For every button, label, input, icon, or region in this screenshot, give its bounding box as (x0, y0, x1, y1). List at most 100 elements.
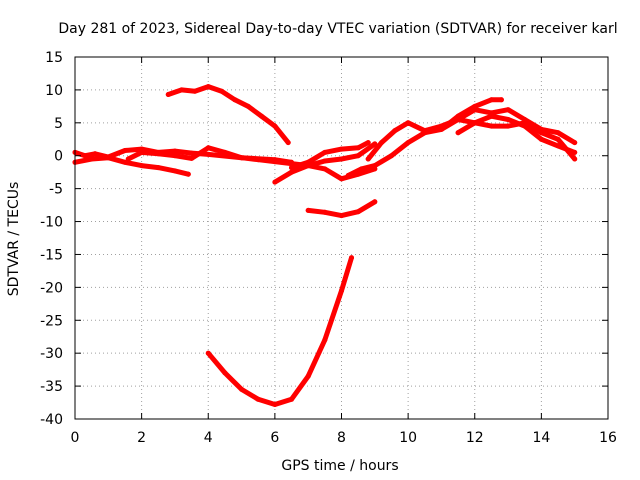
data-point (505, 123, 511, 129)
series-trace-l (455, 113, 578, 155)
data-point (239, 155, 245, 161)
data-point (538, 136, 544, 142)
axis-ticks: 0 2 4 6 8 10 12 14 16 -40 -35 -30 -25 -20 -15 -10 -5 0 5 10… (40, 50, 617, 446)
x-tick-label: 8 (337, 430, 346, 446)
x-tick-label: 14 (532, 430, 550, 446)
data-point (122, 148, 128, 153)
data-point (355, 145, 361, 151)
data-point (82, 153, 88, 159)
data-point (272, 123, 278, 129)
y-tick-label: 0 (54, 149, 63, 165)
data-point (355, 209, 361, 215)
data-point (392, 128, 398, 134)
data-point (322, 337, 328, 343)
data-point (185, 171, 191, 177)
data-point (472, 120, 478, 126)
data-point (305, 207, 311, 213)
data-point (339, 146, 344, 152)
data-point (272, 179, 278, 185)
chart-title: Day 281 of 2023, Sidereal Day-to-day VTE… (58, 21, 617, 37)
y-tick-label: 5 (54, 116, 63, 132)
data-point (205, 350, 211, 356)
x-tick-label: 16 (599, 430, 617, 446)
data-point (305, 373, 311, 379)
data-point (139, 163, 145, 169)
data-point (555, 143, 561, 149)
data-point (285, 140, 291, 146)
data-point (289, 165, 294, 171)
data-point (349, 255, 354, 261)
data-point (125, 156, 131, 162)
data-point (365, 140, 371, 146)
data-point (272, 402, 278, 407)
data-point (555, 130, 561, 136)
data-point (222, 149, 228, 155)
data-point (232, 97, 238, 103)
data-point (488, 113, 494, 119)
y-tick-label: -40 (40, 412, 63, 428)
series-trace-b (72, 155, 191, 177)
data-point (522, 123, 528, 129)
data-point (305, 159, 311, 165)
data-point (339, 156, 344, 162)
data-point (172, 153, 178, 159)
data-point (405, 140, 411, 146)
y-tick-label: -5 (49, 182, 63, 198)
x-tick-label: 0 (71, 430, 80, 446)
data-point (155, 151, 161, 157)
y-tick-label: -15 (40, 247, 63, 263)
data-point (372, 141, 378, 147)
data-point (438, 126, 444, 132)
data-point (379, 140, 384, 146)
data-point (139, 149, 145, 155)
data-point (322, 166, 328, 172)
series-trace-j (365, 117, 578, 162)
y-tick-label: -25 (40, 313, 63, 329)
data-point (498, 97, 504, 103)
data-point (322, 209, 328, 215)
data-point (555, 136, 561, 142)
x-tick-label: 2 (137, 430, 146, 446)
data-point (505, 107, 511, 113)
y-tick-label: 15 (45, 50, 63, 66)
data-point (105, 155, 111, 161)
data-point (365, 156, 371, 162)
data-point (179, 87, 185, 93)
data-point (155, 165, 161, 171)
series-trace-c (125, 145, 378, 182)
data-point (289, 169, 294, 175)
data-point (488, 123, 494, 129)
data-point (488, 97, 494, 103)
data-point (172, 168, 178, 174)
data-point (572, 156, 578, 162)
data-point (372, 199, 378, 205)
data-point (89, 156, 95, 162)
data-point (572, 149, 578, 155)
y-tick-label: -10 (40, 215, 63, 231)
data-series (72, 84, 578, 407)
data-point (122, 159, 128, 165)
series-trace-d (165, 84, 291, 146)
data-point (239, 386, 245, 392)
data-point (572, 140, 578, 146)
data-point (505, 117, 511, 122)
data-point (189, 150, 195, 156)
data-point (522, 117, 528, 122)
y-axis-label: SDTVAR / TECUs (6, 182, 22, 297)
data-point (259, 113, 264, 119)
data-point (339, 213, 344, 219)
data-point (272, 159, 278, 165)
grid (75, 57, 608, 419)
data-point (289, 396, 294, 402)
x-tick-label: 4 (204, 430, 213, 446)
x-tick-label: 10 (399, 430, 417, 446)
series-trace-h (205, 255, 354, 407)
data-point (92, 151, 98, 157)
data-point (219, 88, 225, 94)
data-point (345, 173, 351, 178)
data-point (192, 88, 198, 94)
data-point (355, 153, 361, 159)
data-point (255, 396, 261, 402)
data-point (422, 128, 428, 134)
